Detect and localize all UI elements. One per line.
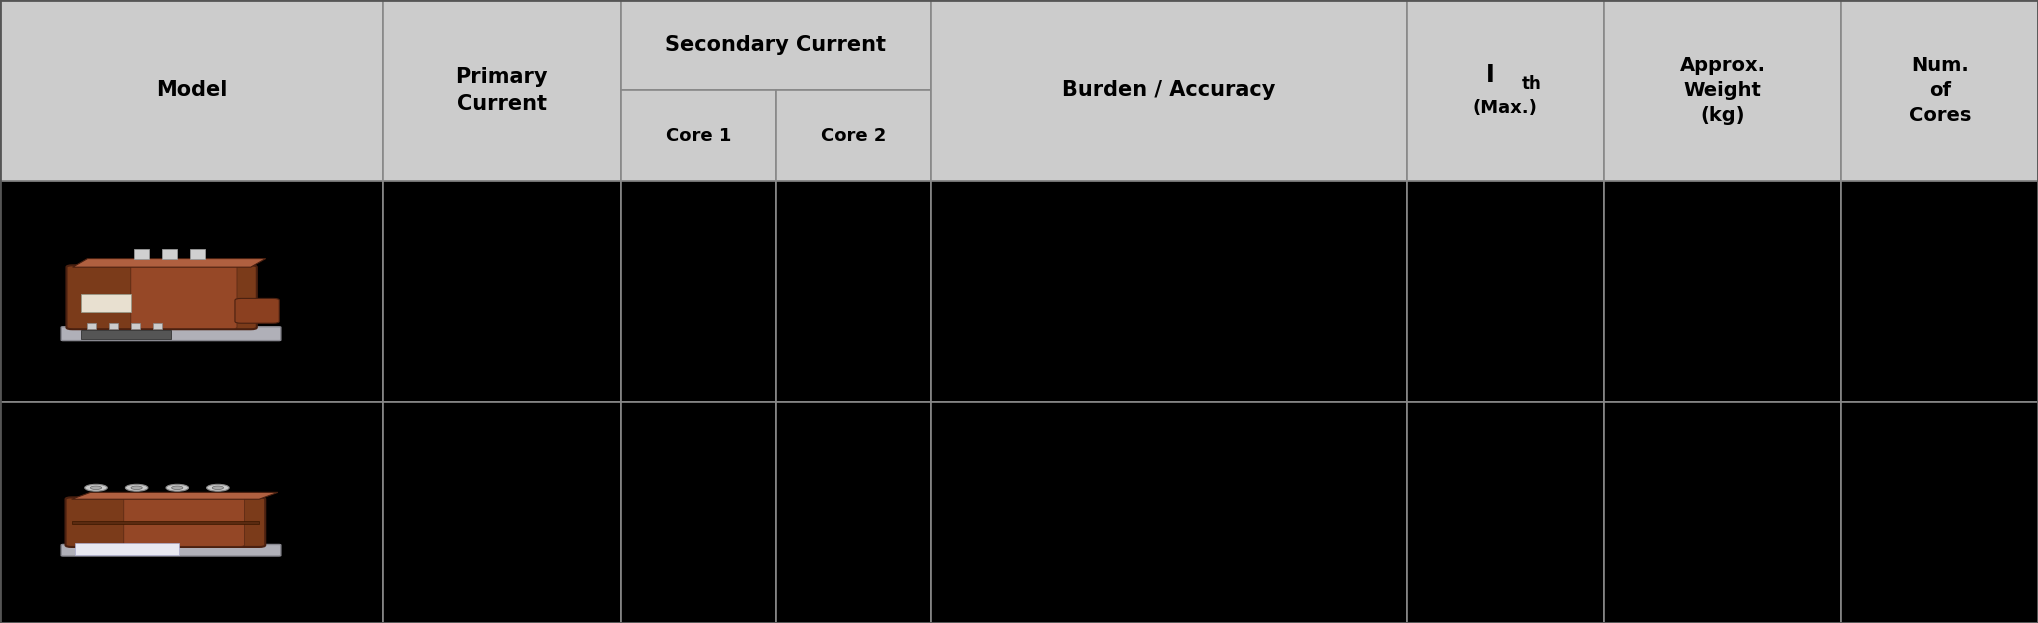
Text: $\mathbf{th}$: $\mathbf{th}$ (1522, 75, 1543, 93)
Bar (153, 323, 163, 329)
Bar (1842, 181, 2038, 402)
Bar (0, 402, 383, 623)
Bar (82, 294, 130, 312)
Circle shape (212, 486, 224, 490)
Bar (776, 402, 931, 623)
Polygon shape (73, 259, 265, 267)
Text: Approx.
Weight
(kg): Approx. Weight (kg) (1679, 56, 1765, 125)
Bar (0, 181, 383, 402)
Text: (Max.): (Max.) (1473, 99, 1537, 117)
Bar (622, 0, 931, 90)
Bar (776, 181, 931, 402)
Circle shape (126, 484, 149, 491)
Bar (190, 249, 204, 259)
Bar (931, 402, 1406, 623)
Bar (88, 323, 96, 329)
FancyBboxPatch shape (61, 545, 281, 556)
FancyBboxPatch shape (61, 326, 281, 341)
Bar (931, 0, 1406, 181)
Bar (1604, 0, 1842, 181)
Circle shape (90, 486, 102, 490)
Bar (75, 543, 179, 556)
Bar (931, 181, 1406, 402)
Bar (0, 0, 383, 181)
Bar (1842, 0, 2038, 181)
Bar (622, 402, 776, 623)
Text: Core 2: Core 2 (821, 126, 887, 145)
Bar (383, 0, 622, 181)
Bar (776, 90, 931, 181)
Bar (108, 323, 118, 329)
FancyBboxPatch shape (130, 266, 236, 328)
Bar (71, 521, 259, 525)
FancyBboxPatch shape (67, 265, 257, 329)
FancyBboxPatch shape (65, 497, 265, 547)
Bar (1406, 181, 1604, 402)
FancyBboxPatch shape (124, 498, 245, 546)
Text: Burden / Accuracy: Burden / Accuracy (1062, 80, 1276, 100)
Circle shape (165, 484, 187, 491)
Bar (130, 323, 141, 329)
Bar (383, 402, 622, 623)
Circle shape (130, 486, 143, 490)
Bar (622, 181, 776, 402)
Circle shape (171, 486, 183, 490)
Bar (82, 330, 171, 339)
Text: Secondary Current: Secondary Current (664, 35, 887, 55)
Circle shape (206, 484, 228, 491)
Bar (135, 249, 149, 259)
Text: Model: Model (155, 80, 226, 100)
Bar (622, 90, 776, 181)
FancyBboxPatch shape (234, 298, 279, 323)
Text: Core 1: Core 1 (666, 126, 732, 145)
Bar (1406, 402, 1604, 623)
Text: Num.
of
Cores: Num. of Cores (1908, 56, 1971, 125)
Bar (1604, 181, 1842, 402)
Bar (161, 249, 177, 259)
Bar (1842, 402, 2038, 623)
Polygon shape (71, 492, 277, 499)
Circle shape (86, 484, 108, 491)
Bar (383, 181, 622, 402)
Text: $\mathbf{I}$: $\mathbf{I}$ (1484, 63, 1494, 87)
Bar (1604, 402, 1842, 623)
Bar (1406, 0, 1604, 181)
Text: Primary
Current: Primary Current (454, 67, 548, 113)
